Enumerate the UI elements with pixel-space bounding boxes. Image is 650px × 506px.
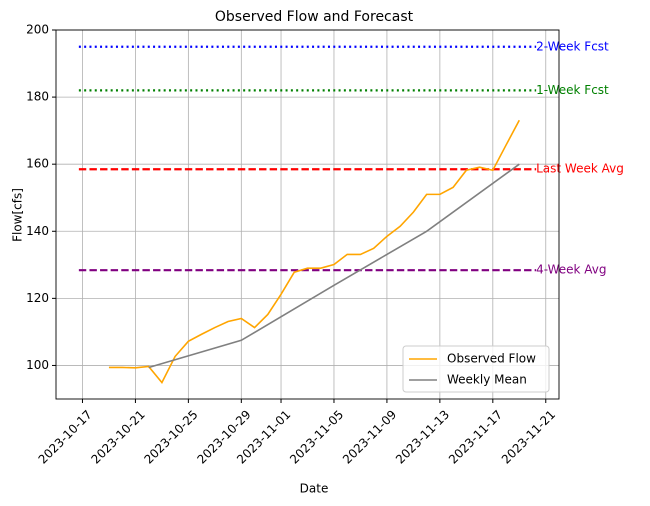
x-tick-label: 2023-10-25 bbox=[141, 407, 200, 466]
x-tick-label: 2023-11-21 bbox=[499, 407, 558, 466]
reference-label: Last Week Avg bbox=[536, 162, 624, 176]
plot-frame bbox=[55, 29, 560, 400]
series-line bbox=[148, 163, 520, 369]
legend-label: Weekly Mean bbox=[447, 373, 527, 387]
y-tick-label: 120 bbox=[26, 291, 49, 305]
x-tick-label: 2023-11-13 bbox=[393, 407, 452, 466]
y-tick-label: 160 bbox=[26, 157, 49, 171]
x-tick-label: 2023-11-09 bbox=[340, 407, 399, 466]
x-tick-label: 2023-11-05 bbox=[287, 407, 346, 466]
y-tick-label: 180 bbox=[26, 90, 49, 104]
y-tick-label: 200 bbox=[26, 23, 49, 37]
legend-box bbox=[402, 345, 550, 393]
reference-label: 1-Week Fcst bbox=[536, 83, 609, 97]
series-line bbox=[108, 119, 520, 385]
legend: Observed Flow Weekly Mean bbox=[402, 345, 550, 393]
y-tick-label: 140 bbox=[26, 224, 49, 238]
y-tick-label: 100 bbox=[26, 358, 49, 372]
x-axis-label: Date bbox=[300, 482, 329, 496]
chart-title: Observed Flow and Forecast bbox=[215, 9, 414, 25]
reference-label: 4-Week Avg bbox=[536, 263, 606, 277]
x-tick-label: 2023-11-17 bbox=[446, 407, 505, 466]
x-tick-label: 2023-10-17 bbox=[36, 407, 95, 466]
y-axis-label: Flow[cfs] bbox=[11, 188, 25, 242]
x-tick-label: 2023-10-21 bbox=[89, 407, 148, 466]
reference-label: 2-Week Fcst bbox=[536, 39, 609, 53]
legend-label: Observed Flow bbox=[447, 352, 536, 366]
